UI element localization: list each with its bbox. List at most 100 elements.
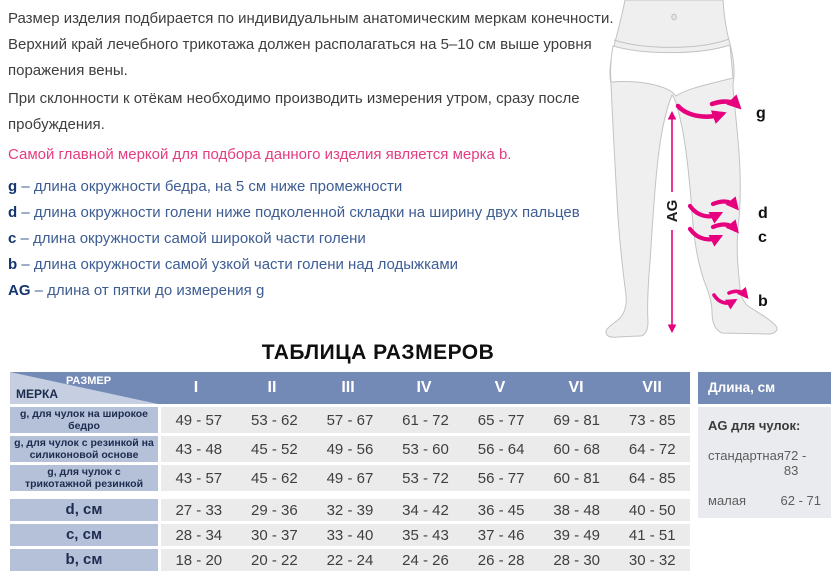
length-value: 72 - 83 bbox=[783, 448, 807, 478]
cell: 61 - 72 bbox=[402, 411, 449, 429]
navel bbox=[671, 13, 677, 21]
table-row-g-silicone-band: g, для чулок с резинкой на силиконовой о… bbox=[10, 436, 690, 462]
column-header-1: I bbox=[193, 379, 199, 396]
column-header-2: II bbox=[267, 379, 277, 396]
definition-g: g – длина окружности бедра, на 5 см ниже… bbox=[8, 174, 628, 200]
cell: 28 - 34 bbox=[175, 526, 223, 544]
cell: 39 - 49 bbox=[553, 526, 601, 544]
length-label: стандартная bbox=[708, 448, 784, 463]
cell: 38 - 48 bbox=[553, 501, 601, 519]
definition-letter-c: c bbox=[8, 230, 17, 247]
row-label: d, см bbox=[10, 499, 158, 521]
panty-shape bbox=[610, 44, 734, 97]
cell: 24 - 26 bbox=[402, 551, 449, 569]
cell: 53 - 72 bbox=[402, 469, 449, 487]
cell: 69 - 81 bbox=[553, 411, 601, 429]
row-values: 43 - 48 45 - 52 49 - 56 53 - 60 56 - 64 … bbox=[161, 436, 690, 462]
size-table-header-row: РАЗМЕР МЕРКА I II III IV V VI VII bbox=[10, 372, 690, 404]
length-panel-header: Длина, см bbox=[698, 372, 831, 404]
cell: 18 - 20 bbox=[175, 551, 223, 569]
definition-c: c – длина окружности самой широкой части… bbox=[8, 226, 628, 252]
definition-text-g: – длина окружности бедра, на 5 см ниже п… bbox=[21, 178, 403, 195]
definition-b: b – длина окружности самой узкой части г… bbox=[8, 252, 628, 278]
cell: 49 - 56 bbox=[326, 440, 374, 458]
main-measure-highlight: Самой главной меркой для подбора данного… bbox=[8, 146, 512, 163]
definition-letter-g: g bbox=[8, 178, 18, 195]
cell: 45 - 62 bbox=[251, 469, 298, 487]
table-row-c: c, см 28 - 34 30 - 37 33 - 40 35 - 43 37… bbox=[10, 524, 690, 546]
row-values: 43 - 57 45 - 62 49 - 67 53 - 72 56 - 77 … bbox=[161, 465, 690, 491]
corner-measure-label: МЕРКА bbox=[16, 387, 58, 401]
corner-size-label: РАЗМЕР bbox=[66, 375, 112, 387]
row-label: c, см bbox=[10, 524, 158, 546]
row-values: 49 - 57 53 - 62 57 - 67 61 - 72 65 - 77 … bbox=[161, 407, 690, 433]
table-row-b: b, см 18 - 20 20 - 22 22 - 24 24 - 26 26… bbox=[10, 549, 690, 571]
cell: 26 - 28 bbox=[477, 551, 525, 569]
definition-letter-ag: AG bbox=[8, 282, 31, 299]
ag-label-backdrop bbox=[661, 192, 682, 230]
leg-measurement-diagram: AG g d c b bbox=[605, 0, 778, 338]
cell: 64 - 72 bbox=[628, 440, 676, 458]
cell: 57 - 67 bbox=[326, 411, 374, 429]
cell: 33 - 40 bbox=[326, 526, 374, 544]
column-header-3: III bbox=[341, 379, 355, 396]
column-header-7: VII bbox=[642, 379, 662, 396]
g-label: g bbox=[756, 105, 766, 122]
length-panel-subheader: AG для чулок: bbox=[708, 418, 801, 433]
cell: 32 - 39 bbox=[326, 501, 374, 519]
b-measure-arrow bbox=[712, 286, 749, 310]
definition-text-c: – длина окружности самой широкой части г… bbox=[20, 230, 366, 247]
cell: 43 - 57 bbox=[175, 469, 223, 487]
cell: 53 - 60 bbox=[402, 440, 449, 458]
cell: 37 - 46 bbox=[477, 526, 525, 544]
size-table: РАЗМЕР МЕРКА I II III IV V VI VII g, для… bbox=[10, 372, 690, 571]
d-label: d bbox=[758, 205, 768, 222]
d-measure-arrow bbox=[687, 196, 739, 224]
cell: 22 - 24 bbox=[326, 551, 374, 569]
length-value: 62 - 71 bbox=[780, 493, 821, 508]
length-panel-body: AG для чулок: стандартная 72 - 83 малая … bbox=[698, 407, 831, 518]
cell: 40 - 50 bbox=[628, 501, 676, 519]
cell: 56 - 77 bbox=[477, 469, 525, 487]
intro-text-block: Размер изделия подбирается по индивидуал… bbox=[8, 0, 628, 304]
definition-text-d: – длина окружности голени ниже подколенн… bbox=[21, 204, 580, 221]
cell: 43 - 48 bbox=[175, 440, 223, 458]
definition-letter-b: b bbox=[8, 256, 18, 273]
cell: 29 - 36 bbox=[251, 501, 298, 519]
column-header-4: IV bbox=[416, 379, 432, 396]
row-label: g, для чулок с трикотажной резинкой bbox=[10, 465, 158, 491]
cell: 73 - 85 bbox=[628, 411, 676, 429]
definition-text-ag: – длина от пятки до измерения g bbox=[34, 282, 265, 299]
row-label: g, для чулок с резинкой на силиконовой о… bbox=[10, 436, 158, 462]
row-label: b, см bbox=[10, 549, 158, 571]
b-label: b bbox=[758, 293, 768, 310]
cell: 60 - 81 bbox=[553, 469, 601, 487]
cell: 30 - 37 bbox=[251, 526, 298, 544]
length-row-small: малая 62 - 71 bbox=[708, 493, 821, 508]
cell: 36 - 45 bbox=[477, 501, 525, 519]
length-panel: Длина, см AG для чулок: стандартная 72 -… bbox=[698, 372, 831, 518]
table-row-d: d, см 27 - 33 29 - 36 32 - 39 34 - 42 36… bbox=[10, 499, 690, 521]
ag-label: AG bbox=[664, 200, 681, 223]
c-label: c bbox=[758, 229, 767, 246]
length-label: малая bbox=[708, 493, 747, 508]
cell: 60 - 68 bbox=[553, 440, 601, 458]
cell: 65 - 77 bbox=[477, 411, 525, 429]
cell: 49 - 67 bbox=[326, 469, 374, 487]
table-row-g-knit-band: g, для чулок с трикотажной резинкой 43 -… bbox=[10, 465, 690, 491]
intro-paragraph-2: При склонности к отёкам необходимо произ… bbox=[8, 90, 580, 133]
cell: 56 - 64 bbox=[477, 440, 525, 458]
measure-definitions: g – длина окружности бедра, на 5 см ниже… bbox=[8, 174, 628, 304]
intro-paragraph-1: Размер изделия подбирается по индивидуал… bbox=[8, 10, 614, 79]
g-measure-arrow bbox=[675, 94, 742, 124]
row-values: 27 - 33 29 - 36 32 - 39 34 - 42 36 - 45 … bbox=[161, 499, 690, 521]
size-table-title: ТАБЛИЦА РАЗМЕРОВ bbox=[261, 341, 495, 364]
row-values: 28 - 34 30 - 37 33 - 40 35 - 43 37 - 46 … bbox=[161, 524, 690, 546]
cell: 41 - 51 bbox=[628, 526, 676, 544]
cell: 20 - 22 bbox=[251, 551, 298, 569]
c-measure-arrow bbox=[687, 219, 739, 247]
row-label: g, для чулок на широкое бедро bbox=[10, 407, 158, 433]
definition-text-b: – длина окружности самой узкой части гол… bbox=[21, 256, 459, 273]
cell: 34 - 42 bbox=[402, 501, 449, 519]
cell: 64 - 85 bbox=[628, 469, 676, 487]
